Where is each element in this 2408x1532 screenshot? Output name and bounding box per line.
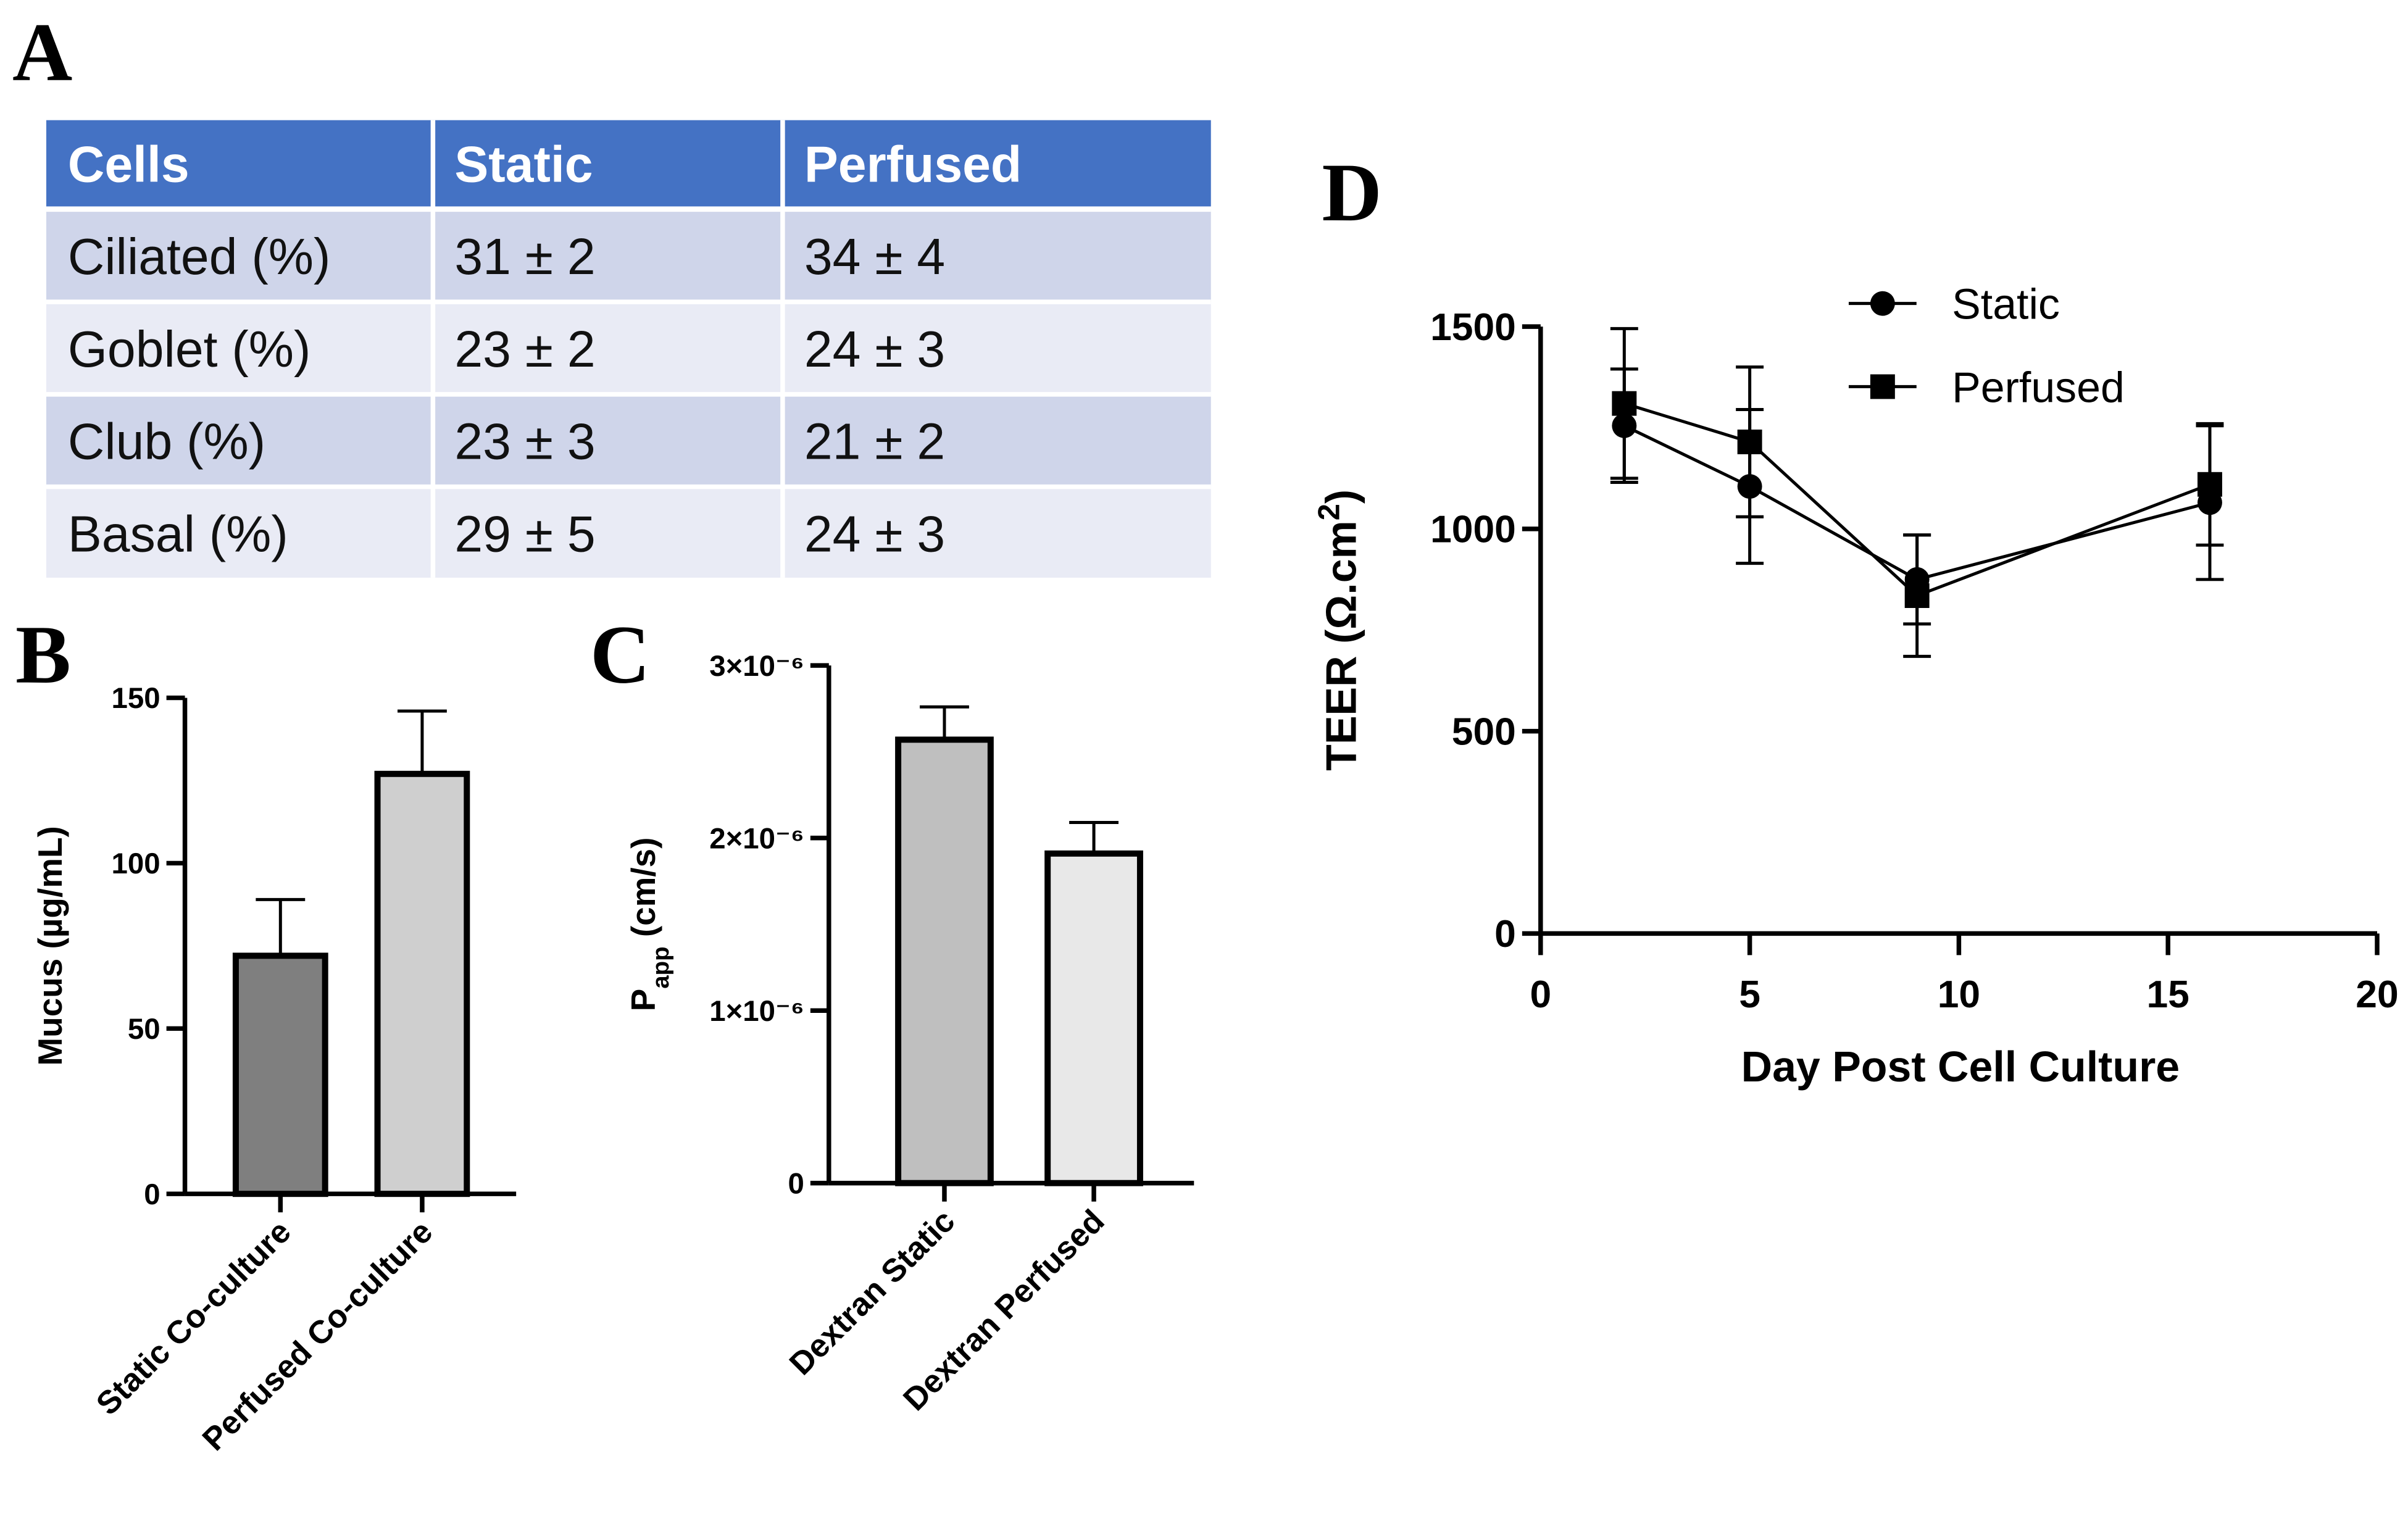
y-tick-label: 3×10⁻⁶: [709, 650, 804, 683]
y-axis-label-part: P: [624, 989, 662, 1012]
marker: [1737, 429, 1762, 454]
y-tick-label: 0: [144, 1178, 160, 1211]
table-cell: Ciliated (%): [68, 228, 331, 285]
table-cell: Club (%): [68, 414, 265, 470]
marker: [1612, 391, 1637, 416]
table-row-bg: [46, 394, 1211, 487]
series-line: [1623, 402, 2210, 597]
y-tick-label: 50: [128, 1013, 160, 1046]
y-axis-label-part: 2: [1312, 504, 1346, 520]
table-header: Perfused: [804, 136, 1022, 193]
panel-label: D: [1322, 147, 1381, 239]
legend-label: Static: [1952, 280, 2060, 328]
y-tick-label: 0: [788, 1167, 804, 1200]
y-tick-label: 1000: [1430, 509, 1516, 551]
y-axis-label-part: ): [1317, 489, 1365, 504]
table-cell: Goblet (%): [68, 321, 311, 378]
marker: [2197, 472, 2222, 497]
y-tick-label: 2×10⁻⁶: [709, 822, 804, 855]
panel-label: B: [15, 609, 71, 701]
x-tick-label: Perfused Co-culture: [196, 1214, 440, 1458]
legend-label: Perfused: [1952, 363, 2125, 411]
panel-label: A: [12, 7, 72, 99]
table-header: Static: [454, 136, 593, 193]
y-axis-label-part: Mucus (µg/mL): [31, 826, 69, 1065]
table-row-bg: [46, 302, 1211, 394]
panel-label: C: [590, 609, 650, 701]
table-cell: 29 ± 5: [454, 506, 595, 562]
y-tick-label: 1×10⁻⁶: [709, 995, 804, 1028]
bar: [1044, 850, 1143, 1186]
table-cell: 23 ± 3: [454, 414, 595, 470]
y-tick-label: 0: [1494, 913, 1516, 955]
error-bar: [1069, 821, 1119, 854]
y-tick-label: 500: [1452, 710, 1516, 753]
y-tick-label: 150: [112, 682, 160, 715]
x-tick-label: 0: [1530, 973, 1551, 1016]
table-cell: 31 ± 2: [454, 228, 595, 285]
y-tick-label: 100: [112, 847, 160, 880]
table-header-bg: [46, 120, 1211, 207]
x-tick-label: 10: [1938, 973, 1980, 1016]
bar: [374, 770, 470, 1197]
error-bar: [256, 897, 306, 956]
y-axis-label: TEER (Ω.cm2): [1312, 489, 1365, 771]
y-axis-label: Mucus (µg/mL): [31, 826, 69, 1065]
y-axis-label: Papp (cm/s): [624, 838, 673, 1012]
table-cell: 34 ± 4: [804, 228, 945, 285]
error-bar: [397, 709, 447, 774]
table-cell: Basal (%): [68, 506, 288, 562]
x-tick-label: 20: [2356, 973, 2398, 1016]
table-row-bg: [46, 209, 1211, 302]
x-tick-label: 15: [2147, 973, 2189, 1016]
y-axis-label-part: TEER (Ω.cm: [1317, 520, 1365, 770]
legend-marker: [1870, 291, 1895, 316]
table-row-bg: [46, 486, 1211, 578]
table-header: Cells: [68, 136, 190, 193]
marker: [1904, 583, 1930, 608]
legend-marker: [1870, 374, 1895, 399]
bar: [232, 952, 328, 1197]
y-axis-label-part: (cm/s): [624, 838, 662, 947]
x-tick-label: 5: [1739, 973, 1760, 1016]
bar: [895, 736, 994, 1186]
error-bar: [920, 705, 969, 740]
y-axis-label-part: app: [647, 946, 673, 988]
table-cell: 21 ± 2: [804, 414, 945, 470]
table-cell: 24 ± 3: [804, 506, 945, 562]
table-cell: 24 ± 3: [804, 321, 945, 378]
x-axis-label: Day Post Cell Culture: [1741, 1043, 2180, 1091]
table-cell: 23 ± 2: [454, 321, 595, 378]
y-tick-label: 1500: [1430, 306, 1516, 349]
